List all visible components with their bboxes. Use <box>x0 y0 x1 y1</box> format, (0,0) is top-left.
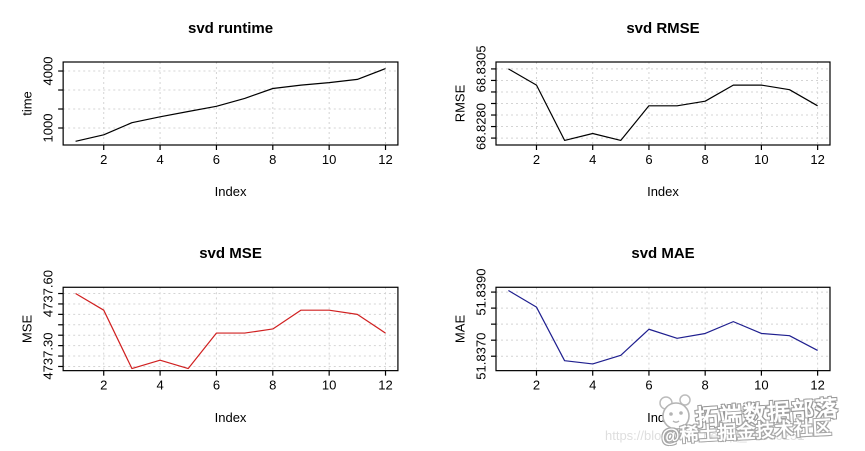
x-axis-label: Index <box>647 410 679 425</box>
chart-svd-rmse: 68.8280 68.8305 2 4 6 8 10 12 svd RMSE Index RMSE <box>433 0 865 225</box>
x-tick-label: 12 <box>378 378 392 393</box>
plot-box <box>62 286 399 372</box>
y-tick-label: 68.8305 <box>474 45 489 92</box>
plot-box <box>495 286 831 372</box>
x-tick-label: 6 <box>213 152 220 167</box>
chart-svd-mae: 51.8370 51.8390 2 4 6 8 10 12 svd MAE Index MAE <box>433 225 865 451</box>
chart-svd-runtime: 1000 4000 2 4 6 8 10 12 svd runtime Index time <box>0 0 433 225</box>
chart-svg-svd-mae: 51.8370 51.8390 2 4 6 8 10 12 svd MAE Index MAE <box>453 245 831 425</box>
x-tick-label: 12 <box>378 152 392 167</box>
x-tick-label: 4 <box>589 152 596 167</box>
chart-svg-svd-runtime: 1000 4000 2 4 6 8 10 12 svd runtime Index time <box>20 20 399 199</box>
chart-title: svd RMSE <box>626 20 699 37</box>
y-tick-label: 68.8280 <box>474 103 489 150</box>
gridlines <box>63 287 398 371</box>
y-tick-label: 1000 <box>41 114 56 143</box>
gridlines <box>63 62 398 145</box>
series-line <box>508 289 818 365</box>
x-tick-label: 6 <box>645 378 652 393</box>
x-tick-label: 10 <box>754 152 768 167</box>
x-axis-label: Index <box>215 184 247 199</box>
x-tick-label: 12 <box>810 378 824 393</box>
y-axis-label: MSE <box>20 315 35 344</box>
x-tick-label: 2 <box>533 378 540 393</box>
chart-svg-svd-mse: 4737.30 4737.60 2 4 6 8 10 12 svd MSE Index MSE <box>20 245 399 425</box>
chart-svd-mse: 4737.30 4737.60 2 4 6 8 10 12 svd MSE Index MSE <box>0 225 433 451</box>
y-tick-label: 51.8390 <box>474 269 489 316</box>
x-tick-label: 6 <box>645 152 652 167</box>
y-tick-label: 4737.30 <box>41 332 56 379</box>
x-tick-label: 10 <box>322 378 336 393</box>
chart-title: svd runtime <box>188 20 273 37</box>
x-tick-label: 12 <box>810 152 824 167</box>
x-tick-label: 2 <box>100 378 107 393</box>
series-line <box>75 68 386 142</box>
series-line <box>508 68 818 141</box>
y-tick-label: 51.8370 <box>474 333 489 380</box>
y-axis-label: MAE <box>453 315 468 344</box>
x-tick-label: 10 <box>754 378 768 393</box>
x-tick-label: 10 <box>322 152 336 167</box>
y-tick-label: 4000 <box>41 57 56 86</box>
chart-title: svd MSE <box>199 245 262 262</box>
y-tick-label: 4737.60 <box>41 270 56 317</box>
x-axis-label: Index <box>215 410 247 425</box>
chart-title: svd MAE <box>631 245 694 262</box>
x-tick-label: 4 <box>156 378 163 393</box>
chart-svg-svd-rmse: 68.8280 68.8305 2 4 6 8 10 12 svd RMSE Index RMSE <box>453 20 831 199</box>
x-tick-label: 4 <box>589 378 596 393</box>
x-axis-label: Index <box>647 184 679 199</box>
x-tick-label: 4 <box>156 152 163 167</box>
x-tick-label: 2 <box>100 152 107 167</box>
series-line <box>75 292 386 370</box>
plot-box <box>62 61 399 146</box>
x-tick-label: 8 <box>702 378 709 393</box>
x-tick-label: 8 <box>702 152 709 167</box>
x-tick-label: 8 <box>269 152 276 167</box>
x-tick-label: 8 <box>269 378 276 393</box>
x-tick-label: 6 <box>213 378 220 393</box>
y-axis-label: time <box>20 91 35 116</box>
x-tick-label: 2 <box>533 152 540 167</box>
gridlines <box>496 287 830 371</box>
y-axis-label: RMSE <box>453 84 468 122</box>
